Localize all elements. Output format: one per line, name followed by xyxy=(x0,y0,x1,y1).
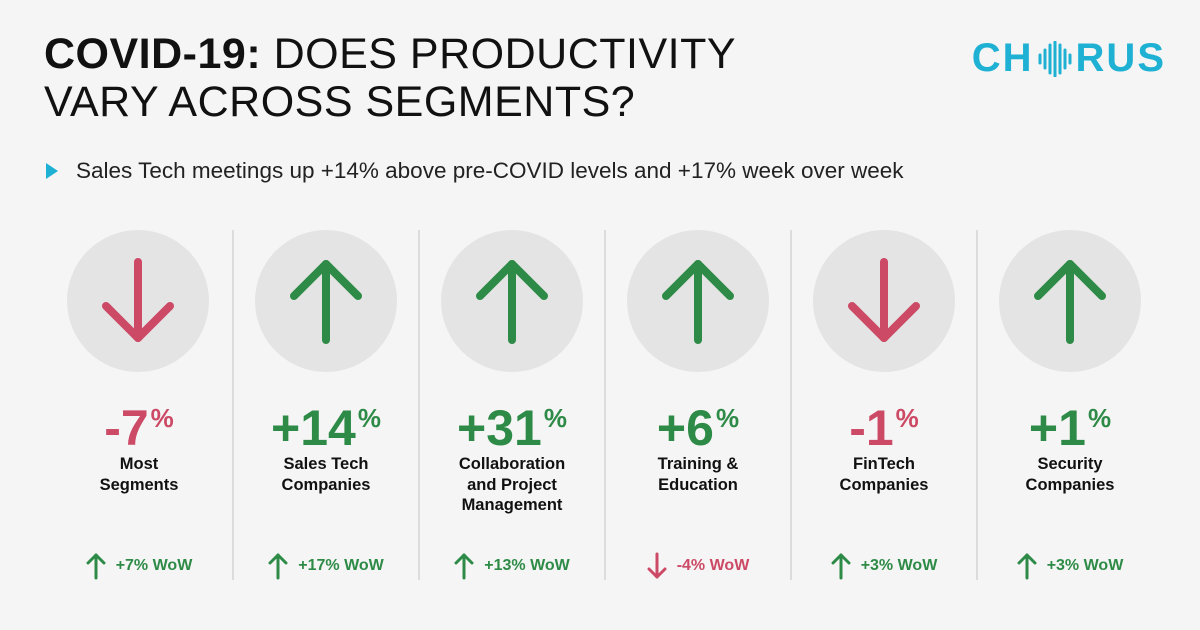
segment-change-value: -1% xyxy=(792,390,976,456)
segment-label: FinTech Companies xyxy=(792,454,976,495)
segment-label-line: FinTech xyxy=(852,455,916,473)
segment-label-line: Education xyxy=(658,475,738,494)
wow-change: +7% WoW xyxy=(46,552,232,580)
segment-label-line: Companies xyxy=(281,475,371,494)
segment-label-line: Most xyxy=(119,455,159,473)
segment-label-line: Security xyxy=(1037,455,1103,473)
subtitle-text: Sales Tech meetings up +14% above pre-CO… xyxy=(76,158,904,183)
segment-change-value: +31% xyxy=(420,390,604,456)
wow-change-text: +17% WoW xyxy=(298,557,384,574)
segment-change-number: -1 xyxy=(849,400,894,456)
wow-up-arrow-icon xyxy=(86,552,116,580)
wow-down-arrow-icon xyxy=(647,552,677,580)
percent-sign: % xyxy=(357,403,381,433)
wow-change-text: +13% WoW xyxy=(484,557,570,574)
wow-change: -4% WoW xyxy=(606,552,790,580)
logo-text-right: RUS xyxy=(1075,36,1166,80)
segment-label-line: Collaboration xyxy=(458,455,566,473)
wow-change-text: +3% WoW xyxy=(1046,557,1124,574)
title-bold: COVID-19: xyxy=(44,30,262,78)
segment-change-value: -7% xyxy=(46,390,232,456)
up-arrow-icon xyxy=(999,230,1141,372)
page-title: COVID-19: DOES PRODUCTIVITY VARY ACROSS … xyxy=(44,30,844,126)
segment-column: +31% Collaboration and Project Management … xyxy=(418,230,604,580)
segment-column: +14% Sales Tech Companies +17% WoW xyxy=(232,230,418,580)
wow-change: +3% WoW xyxy=(792,552,976,580)
segment-label: Security Companies xyxy=(978,454,1162,495)
segment-label: Most Segments xyxy=(46,454,232,495)
wow-change: +3% WoW xyxy=(978,552,1162,580)
up-arrow-icon xyxy=(627,230,769,372)
percent-sign: % xyxy=(715,403,740,433)
segment-label-line: Segments xyxy=(99,475,179,494)
segment-change-value: +1% xyxy=(978,390,1162,456)
title-rest-line1: DOES PRODUCTIVITY xyxy=(261,30,737,78)
percent-sign: % xyxy=(543,403,567,433)
segment-change-number: +31 xyxy=(457,400,542,456)
segment-change-number: -7 xyxy=(104,400,149,456)
chorus-logo: CH RUS xyxy=(972,36,1166,81)
segment-label: Collaboration and Project Management xyxy=(420,454,604,516)
percent-sign: % xyxy=(895,403,919,433)
wow-change-text: +3% WoW xyxy=(860,557,938,574)
logo-text-left: CH xyxy=(971,36,1034,80)
segment-change-value: +14% xyxy=(234,390,418,456)
wow-change: +17% WoW xyxy=(234,552,418,580)
segment-label: Training & Education xyxy=(606,454,790,495)
segment-label-line: Sales Tech xyxy=(283,455,369,473)
segment-change-number: +1 xyxy=(1028,400,1086,456)
segments-grid: -7% Most Segments +7% WoW +14% Sales Tech… xyxy=(46,230,1162,580)
segment-change-value: +6% xyxy=(606,390,790,456)
segment-change-number: +14 xyxy=(271,400,356,456)
up-arrow-icon xyxy=(441,230,583,372)
wow-change-text: +7% WoW xyxy=(115,557,193,574)
segment-column: -7% Most Segments +7% WoW xyxy=(46,230,232,580)
segment-change-number: +6 xyxy=(656,400,714,456)
title-line2: VARY ACROSS SEGMENTS? xyxy=(44,78,636,126)
wow-up-arrow-icon xyxy=(454,552,484,580)
segment-label-line: Training & xyxy=(657,455,739,473)
wow-up-arrow-icon xyxy=(831,552,861,580)
segment-label-line: Companies xyxy=(839,475,929,494)
up-arrow-icon xyxy=(255,230,397,372)
segment-label: Sales Tech Companies xyxy=(234,454,418,495)
wow-change: +13% WoW xyxy=(420,552,604,580)
subtitle-bullet: Sales Tech meetings up +14% above pre-CO… xyxy=(44,158,904,184)
percent-sign: % xyxy=(1087,403,1112,433)
segment-label-line: Management xyxy=(461,496,563,514)
wow-up-arrow-icon xyxy=(268,552,298,580)
segment-column: +1% Security Companies +3% WoW xyxy=(976,230,1162,580)
segment-column: +6% Training & Education -4% WoW xyxy=(604,230,790,580)
percent-sign: % xyxy=(150,403,174,433)
segment-label-line: and Project xyxy=(467,475,557,494)
segment-label-line: Companies xyxy=(1025,475,1115,494)
down-arrow-icon xyxy=(67,230,209,372)
segment-column: -1% FinTech Companies +3% WoW xyxy=(790,230,976,580)
down-arrow-icon xyxy=(813,230,955,372)
wow-change-text: -4% WoW xyxy=(676,557,750,574)
wow-up-arrow-icon xyxy=(1017,552,1047,580)
bullet-triangle-icon xyxy=(46,163,58,179)
soundwave-icon xyxy=(1038,40,1072,77)
